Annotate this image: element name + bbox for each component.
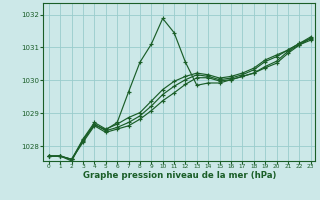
X-axis label: Graphe pression niveau de la mer (hPa): Graphe pression niveau de la mer (hPa) [83,171,276,180]
